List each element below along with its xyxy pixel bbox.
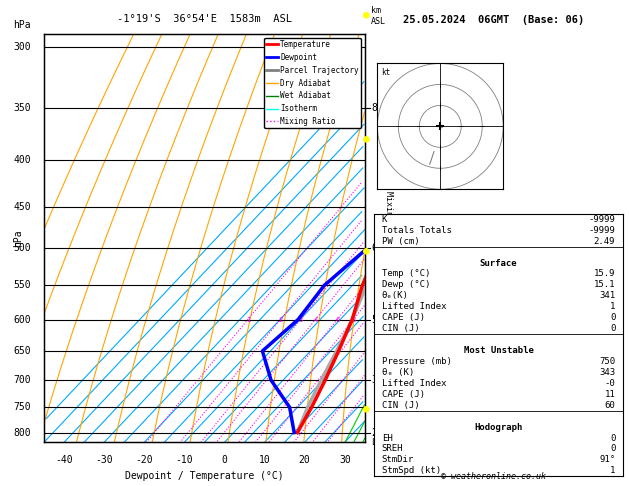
Text: 5: 5 [371,314,377,325]
Text: hPa: hPa [14,20,31,30]
Text: 550: 550 [14,280,31,291]
Text: θₑ (K): θₑ (K) [382,368,414,377]
Text: 750: 750 [599,357,615,366]
Text: Most Unstable: Most Unstable [464,346,533,355]
Text: CAPE (J): CAPE (J) [382,313,425,322]
Text: Hodograph: Hodograph [474,422,523,432]
Text: 450: 450 [14,202,31,211]
Text: Dewp (°C): Dewp (°C) [382,280,430,290]
Text: 3: 3 [298,316,303,323]
Text: Pressure (mb): Pressure (mb) [382,357,452,366]
Text: 0: 0 [221,454,228,465]
Text: -9999: -9999 [588,215,615,224]
Text: K: K [382,215,387,224]
Text: -9999: -9999 [588,226,615,235]
Text: 6: 6 [371,243,377,253]
Text: 6: 6 [335,316,339,323]
Text: StmSpd (kt): StmSpd (kt) [382,466,441,475]
Text: 30: 30 [339,454,350,465]
Y-axis label: Mixing Ratio (g/kg): Mixing Ratio (g/kg) [384,191,392,286]
Text: 343: 343 [599,368,615,377]
Text: Lifted Index: Lifted Index [382,379,446,388]
Text: 1: 1 [610,302,615,312]
Text: hPa: hPa [13,229,23,247]
Text: 0: 0 [610,313,615,322]
Text: km
ASL: km ASL [371,6,386,26]
Text: ●: ● [364,245,370,255]
Text: ●: ● [364,134,370,143]
Text: 11: 11 [604,390,615,399]
Text: Surface: Surface [480,259,517,268]
Text: ●: ● [364,403,370,413]
Text: 25.05.2024  06GMT  (Base: 06): 25.05.2024 06GMT (Base: 06) [403,15,584,25]
Text: Lifted Index: Lifted Index [382,302,446,312]
Text: CIN (J): CIN (J) [382,400,420,410]
Text: 91°: 91° [599,455,615,465]
Text: © weatheronline.co.uk: © weatheronline.co.uk [442,472,546,481]
Text: 300: 300 [14,42,31,52]
Text: 700: 700 [14,375,31,385]
Text: 500: 500 [14,243,31,253]
Text: 2.49: 2.49 [594,237,615,246]
Text: 0: 0 [610,444,615,453]
Text: kt: kt [382,68,391,77]
Text: StmDir: StmDir [382,455,414,465]
Text: 400: 400 [14,156,31,165]
Text: 0: 0 [610,324,615,333]
Text: 8: 8 [351,316,355,323]
Text: Totals Totals: Totals Totals [382,226,452,235]
Text: Temp (°C): Temp (°C) [382,269,430,278]
Text: θₑ(K): θₑ(K) [382,291,409,300]
Text: 0: 0 [610,434,615,443]
Text: 10: 10 [259,454,270,465]
Text: 750: 750 [14,402,31,412]
Text: 60: 60 [604,400,615,410]
Text: 1: 1 [246,316,250,323]
Text: SREH: SREH [382,444,403,453]
Text: CAPE (J): CAPE (J) [382,390,425,399]
Text: -0: -0 [604,379,615,388]
Text: -10: -10 [175,454,193,465]
Text: 15.9: 15.9 [594,269,615,278]
Text: -40: -40 [55,454,73,465]
Text: 650: 650 [14,346,31,356]
Text: 8: 8 [371,103,377,113]
Text: PW (cm): PW (cm) [382,237,420,246]
Text: 15.1: 15.1 [594,280,615,290]
Text: Dewpoint / Temperature (°C): Dewpoint / Temperature (°C) [125,471,284,481]
Text: EH: EH [382,434,392,443]
Text: 20: 20 [299,454,311,465]
Text: CIN (J): CIN (J) [382,324,420,333]
Text: 2: 2 [371,428,377,437]
Text: 1: 1 [610,466,615,475]
Legend: Temperature, Dewpoint, Parcel Trajectory, Dry Adiabat, Wet Adiabat, Isotherm, Mi: Temperature, Dewpoint, Parcel Trajectory… [264,38,361,128]
Text: 600: 600 [14,314,31,325]
Text: -30: -30 [96,454,113,465]
Text: 2: 2 [278,316,282,323]
Text: 350: 350 [14,103,31,113]
Text: LCL: LCL [371,438,386,447]
Text: 341: 341 [599,291,615,300]
Text: -1°19'S  36°54'E  1583m  ASL: -1°19'S 36°54'E 1583m ASL [117,14,292,24]
Text: 3: 3 [371,375,377,385]
Text: 800: 800 [14,428,31,437]
Text: 4: 4 [313,316,318,323]
Text: -20: -20 [135,454,153,465]
Text: ●: ● [364,10,370,19]
